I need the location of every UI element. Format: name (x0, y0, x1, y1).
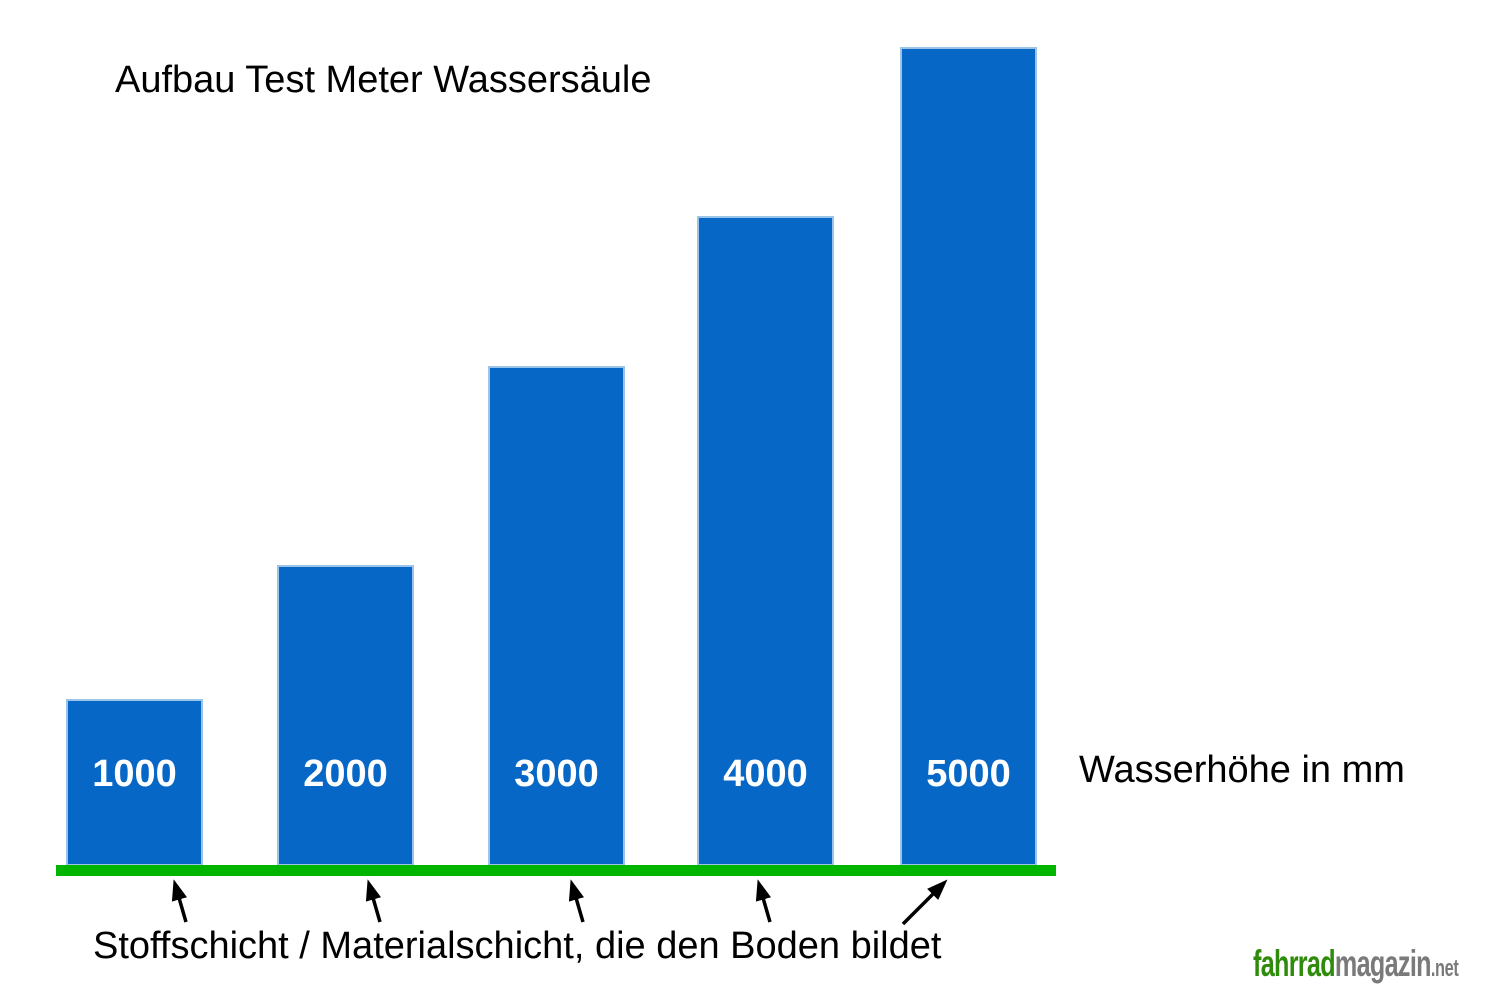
bar-4000: 4000 (697, 216, 834, 866)
bar-value-label: 2000 (303, 753, 388, 795)
annotation-arrow-1 (171, 879, 188, 923)
bar-5000: 5000 (900, 47, 1037, 866)
logo-text-fahrrad: fahrrad (1253, 943, 1336, 984)
ground-line (56, 865, 1056, 876)
bar-value-label: 4000 (723, 753, 808, 795)
axis-label: Wasserhöhe in mm (1079, 749, 1405, 791)
bar-value-label: 1000 (92, 753, 177, 795)
annotation-arrow-4 (755, 879, 772, 923)
logo-text-net: .net (1430, 955, 1459, 982)
annotation-arrow-5 (901, 879, 948, 926)
logo: fahrrad magazin .net (1253, 943, 1459, 985)
chart-title: Aufbau Test Meter Wassersäule (115, 59, 652, 101)
bar-value-label: 3000 (514, 753, 599, 795)
ground-annotation: Stoffschicht / Materialschicht, die den … (93, 925, 942, 967)
bar-2000: 2000 (277, 565, 414, 866)
bar-3000: 3000 (488, 366, 625, 866)
annotation-arrow-3 (568, 879, 585, 923)
logo-text-magazin: magazin (1334, 943, 1432, 984)
annotation-arrow-2 (365, 879, 382, 923)
bar-value-label: 5000 (926, 753, 1011, 795)
bar-1000: 1000 (66, 699, 203, 866)
